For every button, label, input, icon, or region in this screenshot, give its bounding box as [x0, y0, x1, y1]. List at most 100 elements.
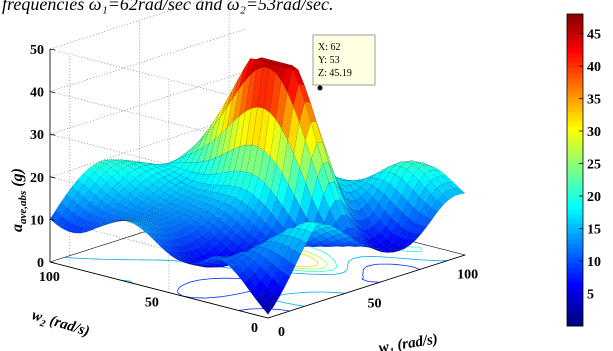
contour-segment: [334, 272, 344, 275]
surface-patch: [217, 193, 230, 203]
surface-patch: [322, 224, 334, 228]
z-tick: [49, 133, 56, 136]
surface-patch: [110, 220, 123, 223]
surface-patch: [346, 227, 359, 238]
colorbar-segment: [567, 209, 583, 215]
surface-patch: [304, 101, 317, 123]
contour-segment: [324, 264, 328, 268]
colorbar-segment: [567, 243, 583, 249]
surface-patch: [218, 256, 231, 258]
surface-patch: [394, 161, 407, 167]
surface-patch: [190, 138, 203, 154]
colorbar-segment: [567, 135, 583, 142]
colorbar-segment: [567, 316, 583, 322]
surface-patch: [186, 242, 199, 251]
surface-patch: [337, 238, 350, 244]
surface-patch: [395, 166, 407, 179]
surface-patch: [356, 219, 369, 231]
surface-patch: [133, 220, 146, 223]
contour-segment: [321, 250, 328, 255]
x-tick-label: 50: [368, 296, 382, 311]
surface-patch: [402, 201, 415, 219]
surface-patch: [189, 262, 201, 266]
surface-patch: [277, 244, 289, 258]
surface-patch: [337, 243, 349, 247]
surface-patch: [199, 183, 212, 192]
contour-segment: [300, 253, 308, 257]
surface-patch: [400, 161, 413, 170]
surface-patch: [122, 220, 135, 223]
surface-patch: [300, 229, 312, 244]
surface-patch: [282, 184, 295, 216]
surface-patch: [218, 202, 231, 213]
surface-patch: [407, 174, 420, 191]
datatip[interactable]: X: 62 Y: 53 Z: 45.19: [312, 34, 376, 91]
surface-patch: [139, 222, 152, 226]
surface-patch: [360, 245, 373, 248]
colorbar-segment: [567, 43, 583, 49]
surface-patch: [367, 211, 380, 226]
contour-segment: [190, 279, 200, 283]
z-tick: [49, 176, 56, 179]
surface-patch: [210, 154, 222, 175]
contour-segment: [333, 266, 337, 271]
surface-patch: [274, 65, 287, 81]
surface-patch: [441, 182, 454, 191]
surface-patch: [257, 108, 270, 151]
surface-patch: [402, 218, 415, 232]
z-gridline: [49, 28, 248, 92]
surface-patch: [104, 221, 117, 225]
surface-patch: [234, 144, 247, 172]
surface-patch: [241, 251, 254, 258]
surface-patch: [228, 170, 241, 187]
colorbar-segment: [567, 116, 583, 122]
surface-patch: [83, 178, 96, 191]
contour-segment: [410, 258, 421, 261]
contour-segment: [314, 267, 325, 270]
colorbar-segment: [567, 184, 583, 190]
surface-patch: [395, 178, 408, 196]
datatip-y: Y: 53: [318, 55, 340, 66]
contour-segment: [323, 259, 328, 264]
surface-patch: [175, 252, 188, 259]
colorbar-tick-label: 25: [587, 158, 601, 173]
colorbar-segment: [567, 291, 583, 298]
colorbar-segment: [567, 267, 583, 273]
surface-patch: [361, 191, 373, 205]
surface-patch: [453, 187, 466, 195]
surface-patch: [225, 260, 238, 269]
surface-patch: [248, 224, 261, 238]
surface-patch: [150, 164, 163, 168]
surface-patch: [293, 122, 306, 170]
colorbar-tick-label: 20: [587, 190, 601, 205]
surface-patch: [179, 153, 192, 163]
surface-patch: [255, 294, 268, 308]
surface-patch: [55, 215, 68, 229]
colorbar-segment: [567, 306, 583, 312]
surface-patch: [202, 220, 214, 231]
colorbar-segment: [567, 311, 583, 317]
surface-patch: [191, 161, 204, 174]
surface-patch: [88, 164, 101, 173]
surface-patch: [243, 266, 255, 279]
surface-patch: [195, 208, 208, 217]
contour-segment: [393, 263, 405, 266]
colorbar-segment: [567, 140, 583, 147]
surface-patch: [352, 236, 366, 244]
colorbar-tick-label: 30: [587, 125, 601, 140]
surface-patch: [340, 214, 353, 228]
surface-patch: [120, 217, 133, 221]
surface-patch: [374, 243, 387, 250]
z-tick-label: 30: [30, 128, 44, 143]
surface-patch: [198, 174, 211, 184]
z-tick-label: 10: [30, 213, 44, 228]
surface-patch: [200, 196, 213, 204]
surface-patch: [311, 221, 323, 224]
contour-segment: [237, 291, 247, 295]
surface-patch: [183, 261, 195, 266]
contour-segment: [321, 258, 324, 261]
contour-segment: [199, 278, 208, 281]
colorbar-segment: [567, 96, 583, 103]
surface-patch: [316, 141, 329, 164]
surface-patch: [385, 231, 398, 243]
